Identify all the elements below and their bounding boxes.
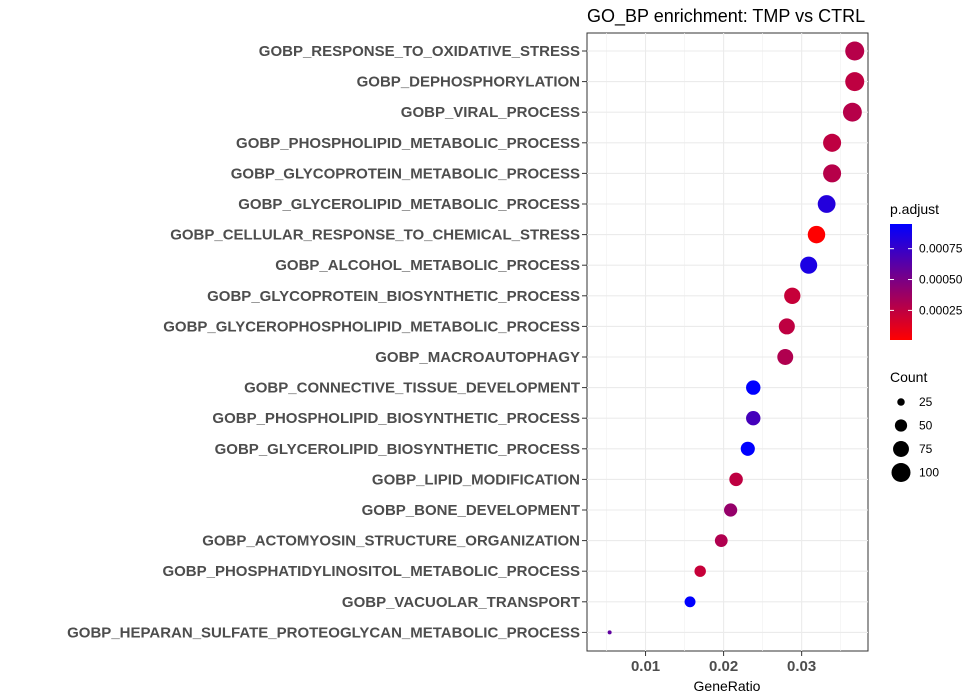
plot-panel (586, 32, 869, 652)
color-legend-label: 0.00075 (919, 242, 963, 256)
size-legend-key (891, 463, 911, 482)
data-point (845, 72, 865, 92)
data-point (724, 503, 738, 517)
size-legend-key (893, 441, 909, 457)
color-legend-title: p.adjust (890, 201, 939, 217)
y-tick-label: GOBP_GLYCOPROTEIN_BIOSYNTHETIC_PROCESS (207, 288, 580, 305)
y-tick-label: GOBP_CONNECTIVE_TISSUE_DEVELOPMENT (244, 380, 580, 397)
y-tick-label: GOBP_CELLULAR_RESPONSE_TO_CHEMICAL_STRES… (170, 227, 580, 244)
x-tick-label: 0.03 (787, 658, 816, 675)
size-legend-label: 25 (919, 395, 933, 409)
y-tick-label: GOBP_PHOSPHATIDYLINOSITOL_METABOLIC_PROC… (162, 563, 580, 580)
y-tick-label: GOBP_ALCOHOL_METABOLIC_PROCESS (275, 257, 580, 274)
data-point (729, 472, 743, 487)
y-tick-label: GOBP_GLYCOPROTEIN_METABOLIC_PROCESS (231, 165, 580, 182)
y-tick-label: GOBP_GLYCEROLIPID_METABOLIC_PROCESS (238, 196, 580, 213)
y-tick-label: GOBP_VACUOLAR_TRANSPORT (342, 594, 580, 611)
color-legend-bar (890, 224, 912, 340)
y-tick-label: GOBP_PHOSPHOLIPID_BIOSYNTHETIC_PROCESS (212, 410, 580, 427)
size-legend: Count 25 50 75 100 (890, 369, 939, 482)
data-point (746, 410, 761, 426)
y-tick-label: GOBP_GLYCEROLIPID_BIOSYNTHETIC_PROCESS (215, 441, 580, 458)
y-tick-label: GOBP_VIRAL_PROCESS (401, 104, 580, 121)
data-points (607, 41, 865, 635)
y-tick-label: GOBP_HEPARAN_SULFATE_PROTEOGLYCAN_METABO… (67, 624, 580, 641)
data-point (740, 441, 755, 456)
size-legend-label: 75 (919, 442, 933, 456)
data-point (842, 102, 862, 122)
color-legend-label: 0.00050 (919, 273, 963, 287)
y-axis-labels: GOBP_RESPONSE_TO_OXIDATIVE_STRESS GOBP_DE… (67, 43, 580, 641)
color-legend: p.adjust 0.00025 0.00050 0.00075 (890, 201, 963, 340)
data-point (800, 256, 818, 274)
color-legend-label: 0.00025 (919, 303, 963, 317)
data-point (845, 41, 865, 61)
y-tick-label: GOBP_LIPID_MODIFICATION (372, 471, 580, 488)
size-legend-label: 50 (919, 419, 933, 433)
size-legend-key (897, 398, 905, 406)
data-point (778, 318, 795, 335)
y-tick-label: GOBP_RESPONSE_TO_OXIDATIVE_STRESS (259, 43, 580, 60)
data-point (746, 380, 761, 395)
y-tick-label: GOBP_BONE_DEVELOPMENT (362, 502, 580, 519)
x-tick-label: 0.01 (631, 658, 660, 675)
data-point (684, 596, 696, 608)
y-tick-label: GOBP_PHOSPHOLIPID_METABOLIC_PROCESS (236, 135, 580, 152)
y-tick-label: GOBP_ACTOMYOSIN_STRUCTURE_ORGANIZATION (202, 533, 580, 550)
data-point (807, 225, 826, 244)
data-point (777, 349, 794, 365)
data-point (823, 133, 842, 152)
y-tick-label: GOBP_DEPHOSPHORYLATION (357, 74, 580, 91)
x-tick-label: 0.02 (709, 658, 738, 675)
data-point (823, 164, 842, 183)
data-point (714, 534, 728, 547)
data-point (784, 287, 801, 304)
size-legend-key (894, 419, 908, 432)
size-legend-label: 100 (919, 466, 939, 480)
data-point (607, 630, 612, 635)
size-legend-title: Count (890, 369, 927, 385)
data-point (694, 565, 706, 577)
x-axis-ticks: 0.01 0.02 0.03 (631, 651, 816, 675)
chart-title: GO_BP enrichment: TMP vs CTRL (587, 6, 865, 27)
y-axis-ticks (582, 50, 587, 633)
x-axis-title: GeneRatio (694, 678, 761, 694)
y-tick-label: GOBP_GLYCEROPHOSPHOLIPID_METABOLIC_PROCE… (163, 318, 580, 335)
y-tick-label: GOBP_MACROAUTOPHAGY (375, 349, 580, 366)
data-point (817, 195, 836, 213)
